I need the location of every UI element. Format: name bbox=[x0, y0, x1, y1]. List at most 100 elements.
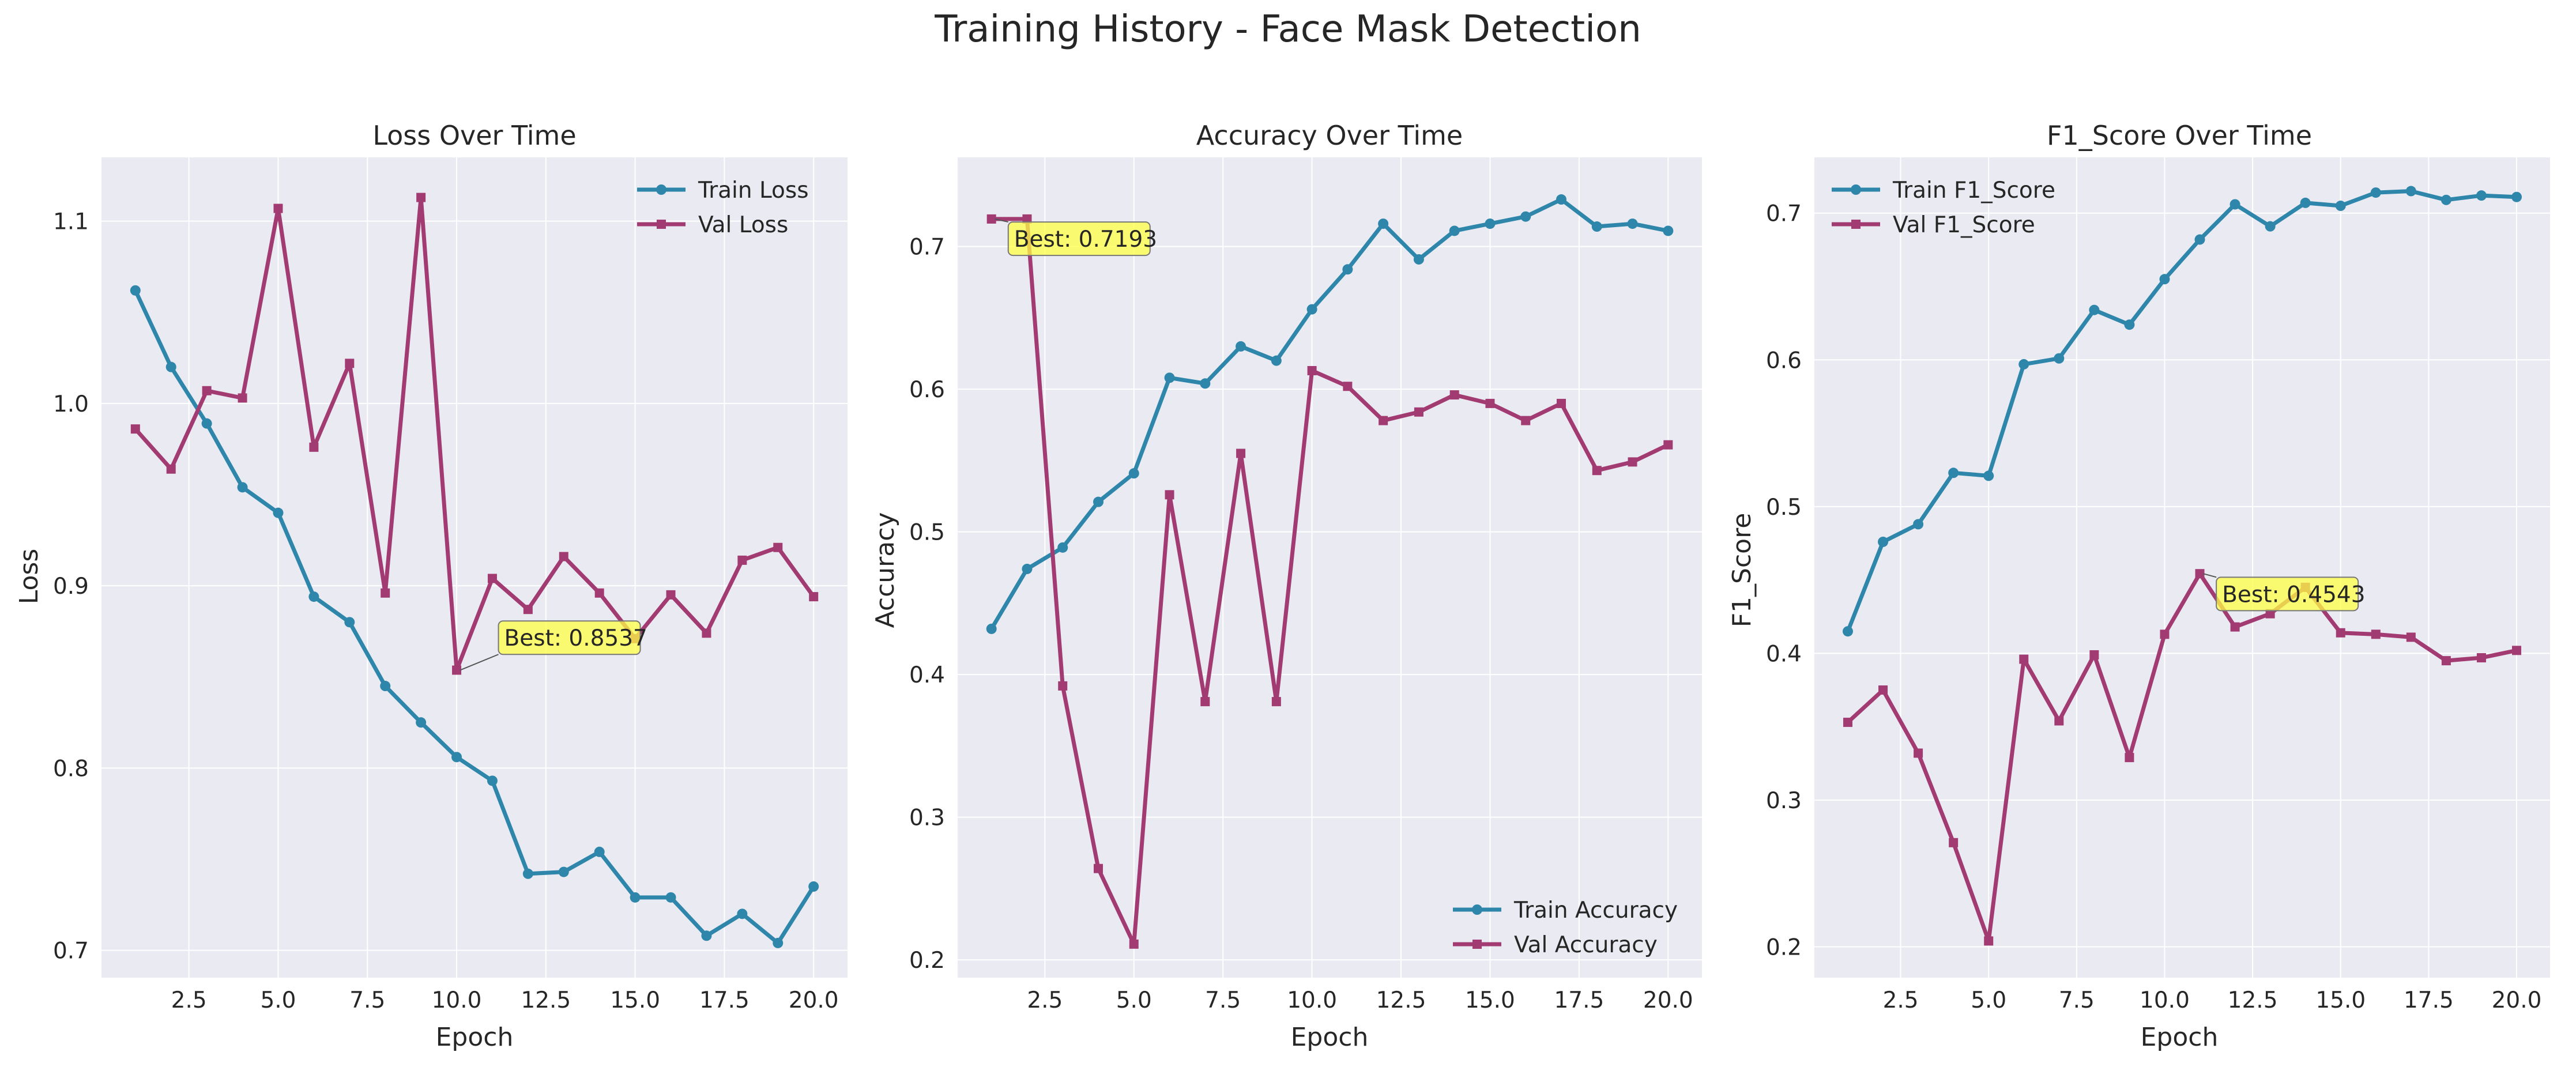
loss-plot-area bbox=[101, 157, 848, 978]
legend-label: Val F1_Score bbox=[1893, 212, 2035, 238]
data-point bbox=[1485, 218, 1496, 229]
legend-swatch-marker bbox=[657, 220, 666, 229]
y-tick-label: 0.3 bbox=[909, 805, 945, 831]
data-point bbox=[273, 203, 283, 213]
loss-chart-ylabel: Loss bbox=[14, 549, 44, 605]
annotation-arrow bbox=[2203, 573, 2217, 578]
x-tick-label: 5.0 bbox=[1116, 987, 1152, 1013]
best-annotation: Best: 0.8537 bbox=[460, 620, 647, 671]
data-point bbox=[1984, 936, 1994, 946]
loss-chart-panel: 2.5 5.0 7.5 10.0 12.5 15.0 17.5 20.0 0.7 0.8 0.9 1.… bbox=[14, 120, 848, 1052]
series-val-accuracy bbox=[986, 214, 1673, 949]
data-point bbox=[1271, 355, 1282, 366]
x-tick-label: 2.5 bbox=[1883, 987, 1919, 1013]
x-tick-label: 20.0 bbox=[1643, 987, 1693, 1013]
data-point bbox=[594, 846, 605, 857]
x-tick-label: 17.5 bbox=[2404, 987, 2454, 1013]
data-point bbox=[416, 717, 427, 728]
data-point bbox=[1271, 697, 1281, 707]
data-point bbox=[1200, 697, 1210, 707]
data-point bbox=[986, 214, 996, 224]
x-tick-label: 2.5 bbox=[171, 987, 207, 1013]
legend-label: Train F1_Score bbox=[1892, 178, 2055, 203]
series-line bbox=[989, 197, 1670, 631]
x-tick-label: 5.0 bbox=[260, 987, 296, 1013]
data-point bbox=[237, 482, 248, 493]
data-point bbox=[2054, 353, 2065, 364]
x-tick-label: 10.0 bbox=[2140, 987, 2190, 1013]
f1-score-legend: Train F1_Score Val F1_Score bbox=[1832, 178, 2055, 238]
x-tick-label: 7.5 bbox=[1205, 987, 1241, 1013]
data-point bbox=[452, 665, 462, 675]
data-point bbox=[2265, 221, 2276, 232]
data-point bbox=[2230, 622, 2240, 632]
data-point bbox=[2229, 199, 2240, 210]
data-point bbox=[523, 605, 533, 614]
x-tick-label: 5.0 bbox=[1971, 987, 2006, 1013]
y-tick-label: 0.5 bbox=[1766, 495, 1802, 521]
data-point bbox=[1843, 626, 1853, 637]
data-point bbox=[130, 285, 141, 296]
annotation-text: Best: 0.7193 bbox=[1014, 227, 1157, 252]
data-point bbox=[1878, 685, 1888, 695]
series-train-accuracy bbox=[986, 194, 1674, 634]
legend-swatch-marker bbox=[1472, 940, 1482, 949]
series-train-loss bbox=[130, 285, 819, 948]
legend-label: Val Loss bbox=[698, 212, 788, 238]
data-point bbox=[1557, 398, 1566, 408]
data-point bbox=[1093, 496, 1104, 507]
f1-score-chart-title: F1_Score Over Time bbox=[2047, 120, 2312, 151]
data-point bbox=[1236, 448, 1246, 458]
data-point bbox=[1663, 225, 1674, 236]
data-point bbox=[1093, 864, 1103, 873]
data-point bbox=[309, 442, 319, 452]
accuracy-legend: Train Accuracy Val Accuracy bbox=[1453, 898, 1678, 958]
data-point bbox=[1485, 398, 1495, 408]
data-point bbox=[558, 866, 569, 877]
data-point bbox=[1306, 304, 1317, 315]
data-point bbox=[165, 361, 176, 372]
y-tick-label: 0.6 bbox=[1766, 348, 1802, 374]
annotation-arrow bbox=[460, 654, 499, 671]
data-point bbox=[2370, 187, 2381, 198]
series-train-f1-score bbox=[1843, 186, 2522, 637]
series-line bbox=[989, 217, 1670, 947]
data-point bbox=[2476, 190, 2487, 201]
y-tick-label: 0.4 bbox=[909, 662, 945, 688]
data-point bbox=[630, 892, 641, 903]
y-tick-label: 0.6 bbox=[909, 377, 945, 403]
data-point bbox=[2089, 650, 2099, 659]
data-point bbox=[2089, 304, 2100, 315]
data-point bbox=[1520, 211, 1531, 222]
data-point bbox=[416, 193, 426, 202]
data-point bbox=[345, 359, 355, 368]
data-point bbox=[808, 881, 819, 892]
annotation-text: Best: 0.4543 bbox=[2222, 582, 2365, 608]
annotation-arrow bbox=[995, 218, 1008, 223]
x-tick-label: 15.0 bbox=[1465, 987, 1515, 1013]
accuracy-chart-ylabel: Accuracy bbox=[871, 512, 900, 628]
loss-legend: Train Loss Val Loss bbox=[637, 178, 809, 238]
y-tick-label: 0.8 bbox=[53, 756, 89, 782]
data-point bbox=[1591, 221, 1602, 232]
x-tick-label: 7.5 bbox=[349, 987, 385, 1013]
data-point bbox=[1449, 390, 1459, 400]
loss-chart-title: Loss Over Time bbox=[372, 120, 576, 151]
data-point bbox=[380, 681, 391, 692]
data-point bbox=[2018, 359, 2029, 370]
data-point bbox=[2476, 653, 2486, 663]
x-tick-label: 10.0 bbox=[1287, 987, 1337, 1013]
data-point bbox=[1022, 563, 1033, 574]
data-point bbox=[2019, 654, 2029, 664]
f1-score-plot-area bbox=[1814, 157, 2550, 978]
data-point bbox=[451, 752, 462, 763]
data-point bbox=[1058, 681, 1068, 691]
y-tick-label: 0.5 bbox=[909, 520, 945, 546]
series-line bbox=[1846, 189, 2519, 634]
data-point bbox=[2160, 629, 2170, 639]
data-point bbox=[522, 868, 533, 879]
data-point bbox=[1843, 718, 1852, 727]
data-point bbox=[238, 393, 247, 403]
y-tick-label: 0.7 bbox=[53, 938, 89, 964]
best-annotation: Best: 0.7193 bbox=[995, 218, 1157, 257]
